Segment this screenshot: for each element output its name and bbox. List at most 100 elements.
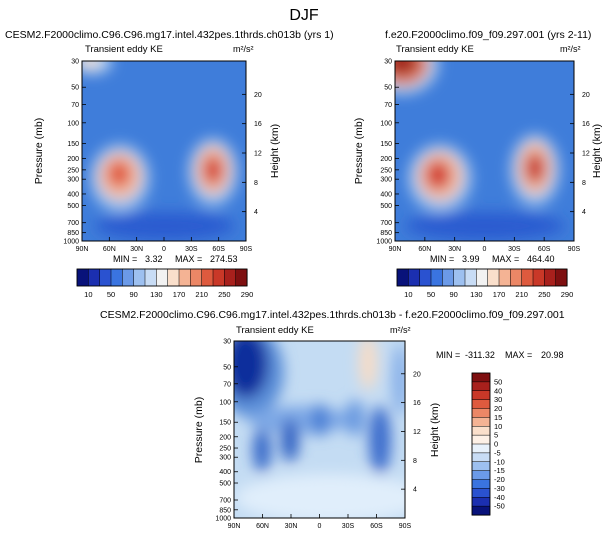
panel-3-ytick-right-label: 16: [413, 400, 421, 407]
panel-1-colorbar-swatch: [122, 268, 135, 287]
panel-3-colorbar-swatch: [471, 390, 491, 401]
panel-2-colorbar-swatch: [419, 268, 432, 287]
panel-1-colorbar-swatch: [133, 268, 146, 287]
panel-1-ytick-label: 400: [67, 191, 79, 198]
panel-1-ylabel-right: Height (km): [269, 124, 281, 178]
panel-2-contours: [395, 61, 565, 240]
panel-2-ytick-label: 850: [380, 230, 392, 237]
panel-1-colorbar-swatch: [156, 268, 169, 287]
panel-1-colorbar-swatch: [235, 268, 248, 287]
panel-2-colorbar-swatch: [442, 268, 455, 287]
panel-1-contours: [82, 61, 238, 240]
panel-3-colorbar-label: 5: [494, 431, 498, 440]
panel-3-xtick-label: 60S: [370, 523, 383, 530]
panel-2-colorbar-label: 290: [561, 290, 574, 299]
panel-1-ytick-label: 850: [67, 230, 79, 237]
panel-2-colorbar-label: 210: [515, 290, 528, 299]
panel-3-ylabel: Pressure (mb): [193, 397, 205, 464]
panel-3-xtick-label: 0: [318, 523, 322, 530]
panel-1-min-label: MIN =: [113, 254, 137, 264]
panel-2-ytick-label: 100: [380, 120, 392, 127]
panel-3-colorbar-swatch: [471, 479, 491, 489]
panel-2-sh-jet-core: [525, 152, 545, 184]
panel-1-xtick-label: 60S: [212, 246, 225, 253]
panel-2-min-label: MIN =: [430, 254, 454, 264]
panel-1-ytick-right-label: 16: [254, 121, 262, 128]
panel-3-min-value: -311.32: [465, 350, 495, 360]
panel-3-colorbar-label: 20: [494, 404, 502, 413]
panel-3-colorbar-label: -20: [494, 475, 505, 484]
panel-1-ytick-label: 70: [71, 102, 79, 109]
panel-3-units: m²/s²: [390, 325, 411, 335]
panel-3-xtick-label: 60N: [256, 523, 269, 530]
panel-1-ytick-label: 700: [67, 220, 79, 227]
panel-3-xtick-label: 30N: [285, 523, 298, 530]
panel-1-xtick-label: 60N: [103, 246, 116, 253]
panel-3-nh-strat-core: [234, 341, 268, 398]
panel-2-strat-core: [395, 61, 418, 75]
panel-3-axes: 90N 60N 30N 0 30S 60S 90S 30 50 70 100 150 200 250 300…: [215, 339, 420, 531]
panel-1-sh-jet-core: [203, 155, 223, 185]
panel-3-ytick-label: 500: [219, 481, 231, 488]
panel-2-xtick-label: 90S: [568, 246, 581, 253]
panel-2-units: m²/s²: [560, 44, 581, 54]
panel-3-xtick-label: 30S: [342, 523, 355, 530]
panel-2-colorbar-swatch: [453, 268, 466, 287]
panel-1-ytick-label: 30: [71, 59, 79, 66]
panel-3-colorbar-swatch: [471, 426, 491, 436]
panel-2-ylabel-right: Height (km): [591, 124, 603, 178]
panel-1-colorbar-swatch: [212, 268, 225, 287]
panel-2-xtick-label: 30N: [448, 246, 461, 253]
panel-2-ytick-label: 500: [380, 203, 392, 210]
panel-1-colorbar-label: 130: [150, 290, 163, 299]
panel-1-colorbar-swatch: [167, 268, 180, 287]
panel-1-colorbar: 10 50 90 130 170 210 250 290: [76, 268, 253, 299]
panel-3-ytick-label: 400: [219, 469, 231, 476]
panel-1-max-label: MAX =: [175, 254, 202, 264]
panel-3-colorbar-label: 50: [494, 377, 502, 386]
panel-2-ytick-label: 150: [380, 141, 392, 148]
panel-2-colorbar-swatch: [532, 268, 545, 287]
panel-2-colorbar-swatch: [464, 268, 477, 287]
panel-2-colorbar-swatch: [521, 268, 534, 287]
panel-2-plot-area: [395, 61, 574, 241]
panel-1-ytick-label: 1000: [63, 239, 79, 246]
panel-1-axes: 90N 60N 30N 0 30S 60S 90S 30 50 70 100 150 200 250 300…: [63, 59, 261, 254]
panel-1-ytick-right-label: 4: [254, 209, 258, 216]
panel-3-colorbar-label: -30: [494, 484, 505, 493]
panel-1-variable-label: Transient eddy KE: [85, 44, 163, 55]
panel-1-ytick-label: 50: [71, 85, 79, 92]
panel-3-colorbar-label: 30: [494, 395, 502, 404]
panel-2-stats: MIN = 3.99 MAX = 464.40: [430, 254, 555, 264]
panel-3-ytick-label: 250: [219, 446, 231, 453]
panel-3-colorbar-swatch: [471, 461, 491, 472]
panel-2-axes: 90N 60N 30N 0 30S 60S 90S 30 50 70 100 150 200 250 300…: [376, 59, 589, 254]
panel-2-colorbar-frame: [396, 268, 568, 287]
panel-1-colorbar-label: 210: [195, 290, 208, 299]
panel-1-xtick-label: 0: [162, 246, 166, 253]
panel-1-plot-area: [82, 61, 246, 241]
panel-3-colorbar-swatch: [471, 443, 491, 454]
panel-3-ytick-right-label: 20: [413, 371, 421, 378]
panel-2-xtick-label: 90N: [389, 246, 402, 253]
panel-3-nh-jet-a: [253, 428, 271, 472]
panel-1-ytick-label: 100: [67, 120, 79, 127]
panel-1-ytick-label: 200: [67, 156, 79, 163]
panel-3-colorbar-frame: [471, 372, 491, 516]
panel-2-max-label: MAX =: [492, 254, 519, 264]
figure-title: DJF: [289, 7, 319, 24]
panel-2-ylabel: Pressure (mb): [353, 118, 365, 185]
panel-3-max-label: MAX =: [505, 350, 532, 360]
panel-3-colorbar-swatch: [471, 417, 491, 427]
panel-3-ytick-label: 700: [219, 497, 231, 504]
panel-2-xtick-label: 0: [483, 246, 487, 253]
panel-2-colorbar-swatch: [396, 268, 409, 287]
panel-1-ylabel: Pressure (mb): [33, 118, 45, 185]
panel-3-ytick-right-label: 12: [413, 429, 421, 436]
panel-3-contours: [234, 341, 405, 518]
panel-1-colorbar-swatch: [144, 268, 157, 287]
panel-3-colorbar-label: -40: [494, 493, 505, 502]
panel-2-colorbar-label: 50: [427, 290, 435, 299]
panel-2-ytick-label: 400: [380, 191, 392, 198]
